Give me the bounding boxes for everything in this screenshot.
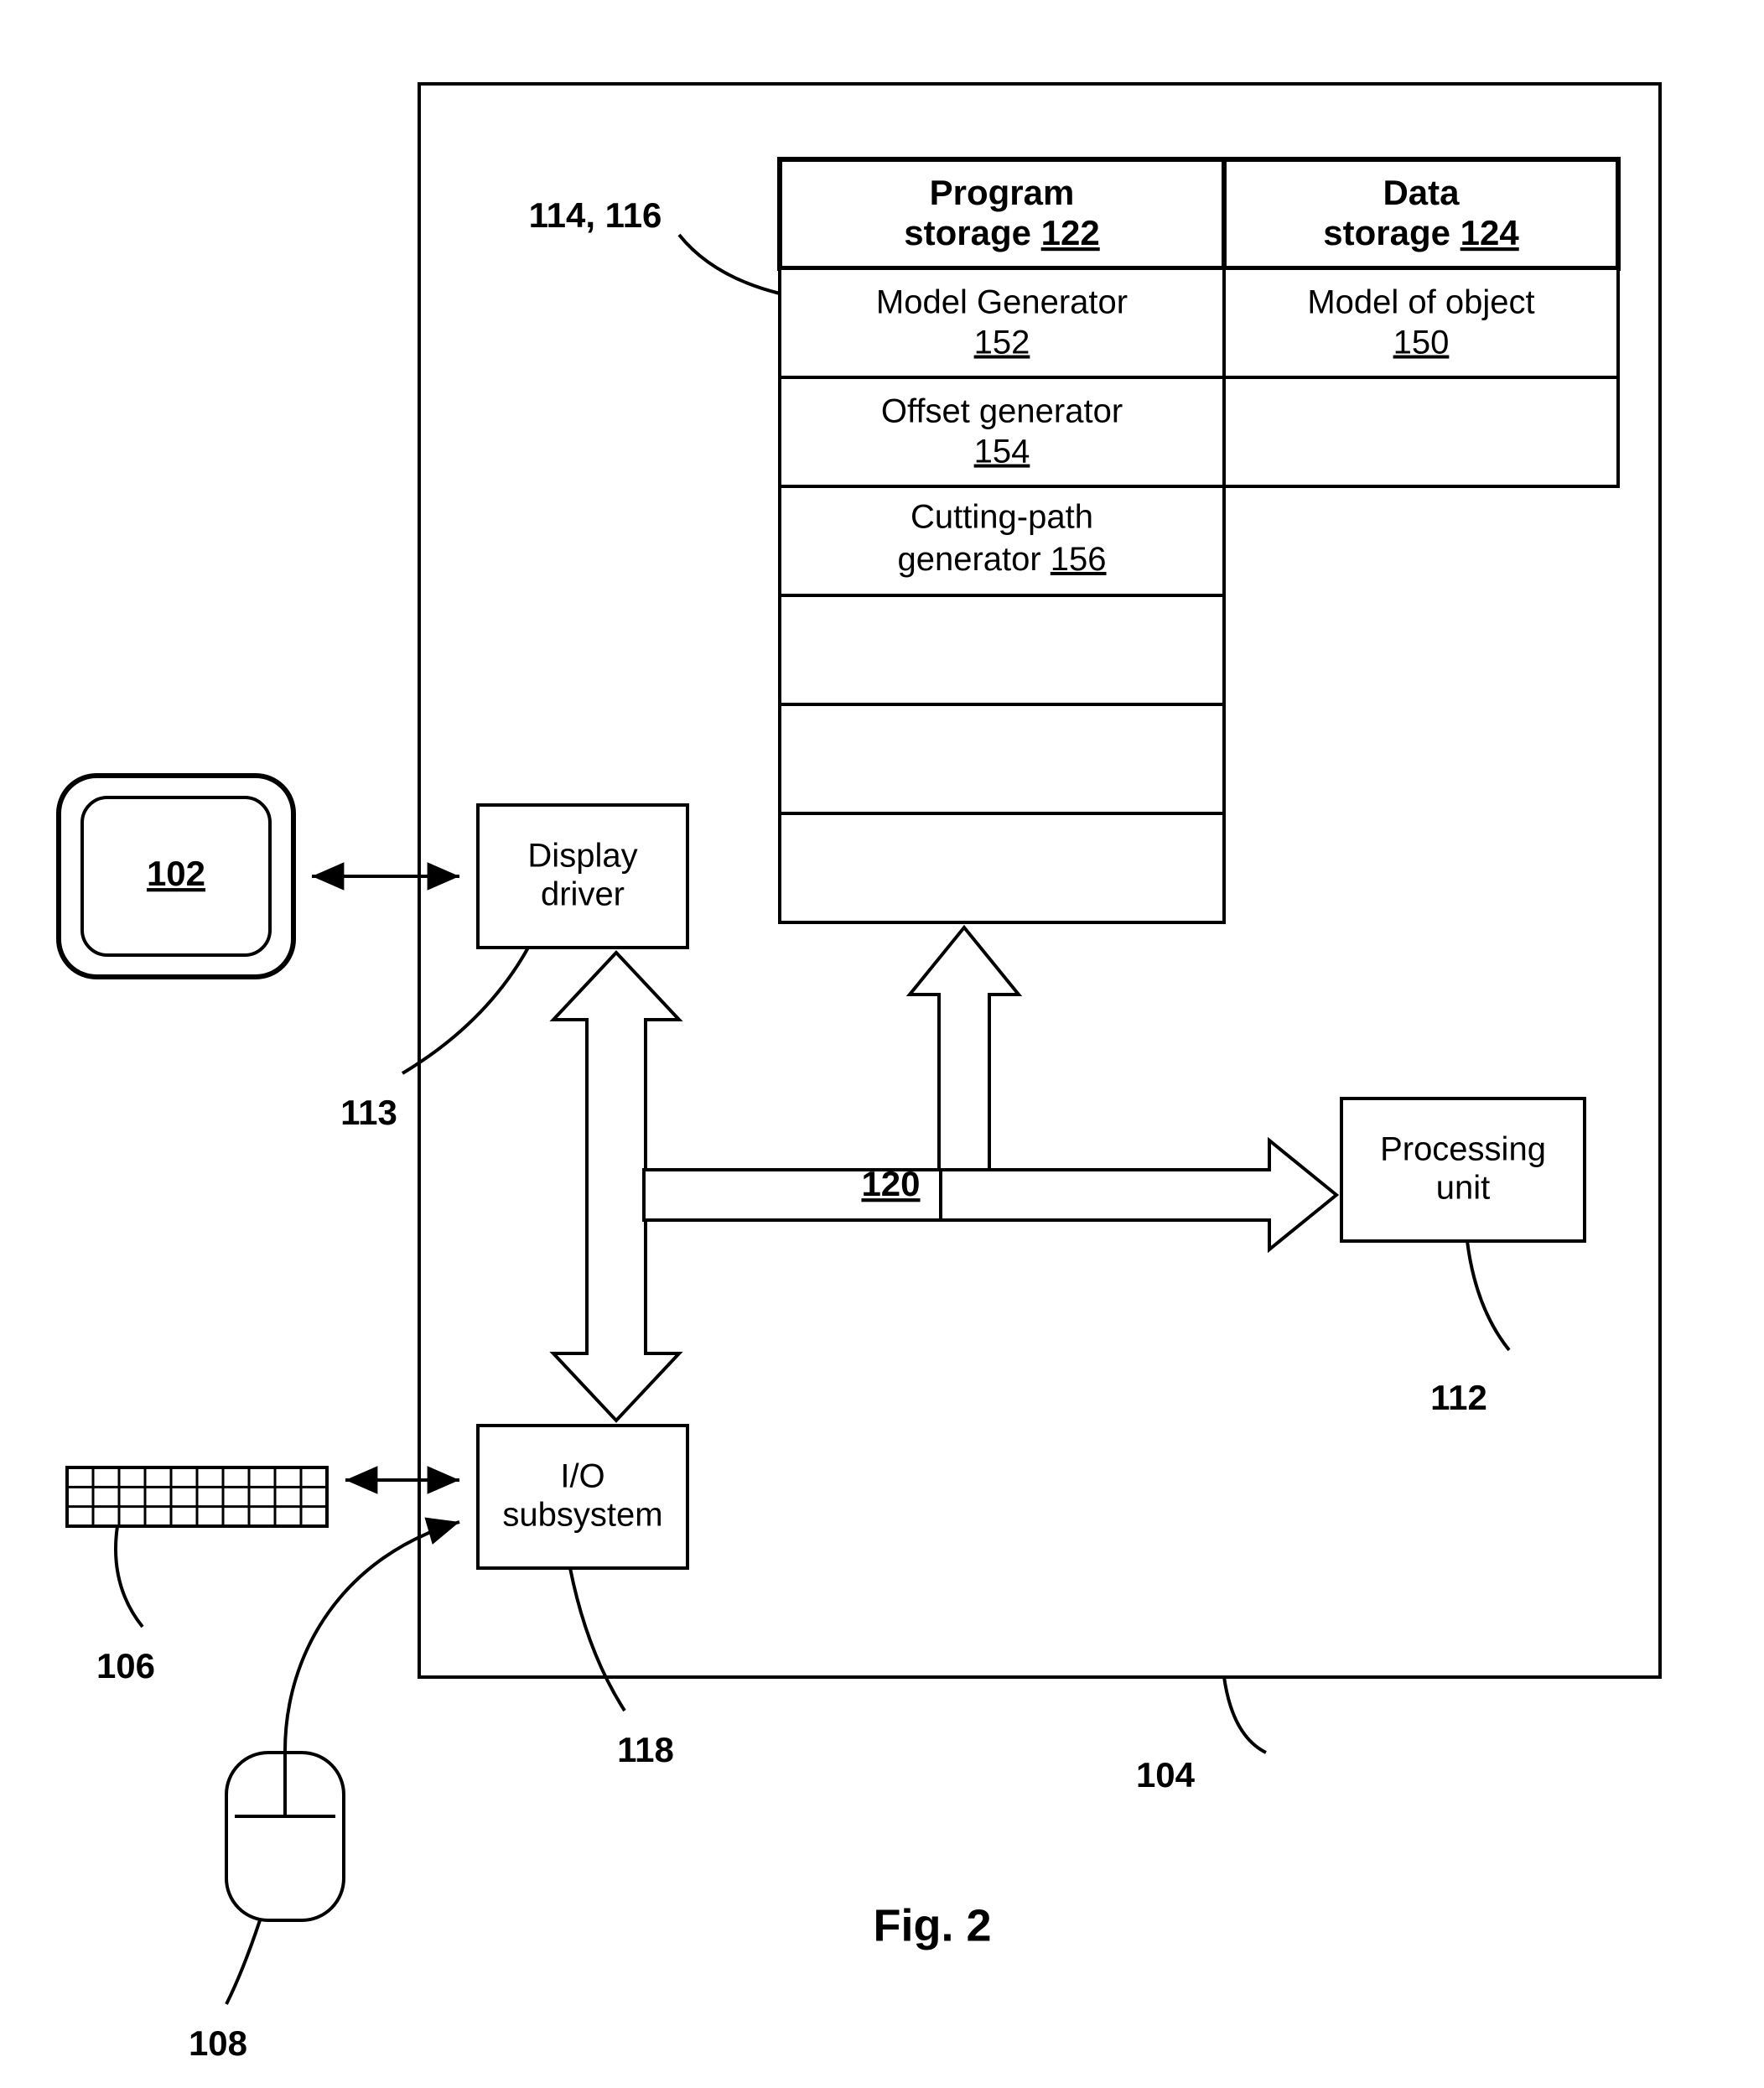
svg-text:120: 120	[861, 1164, 920, 1203]
svg-text:Processing: Processing	[1380, 1131, 1546, 1168]
svg-text:I/O: I/O	[560, 1458, 604, 1495]
svg-text:118: 118	[617, 1730, 674, 1769]
svg-text:Fig. 2: Fig. 2	[873, 1900, 991, 1950]
svg-text:Program: Program	[930, 173, 1075, 212]
svg-text:storage 124: storage 124	[1323, 213, 1519, 252]
svg-text:112: 112	[1430, 1378, 1487, 1417]
svg-text:generator 156: generator 156	[897, 541, 1106, 578]
svg-text:114, 116: 114, 116	[529, 195, 662, 235]
svg-text:Model Generator: Model Generator	[876, 284, 1128, 321]
svg-text:storage 122: storage 122	[904, 213, 1099, 252]
svg-text:Offset generator: Offset generator	[881, 393, 1123, 430]
svg-text:102: 102	[147, 854, 205, 893]
svg-text:113: 113	[340, 1093, 397, 1132]
svg-text:Data: Data	[1383, 173, 1460, 212]
svg-text:Display: Display	[527, 838, 637, 875]
figure-2-diagram: 104 Programstorage 122 Datastorage 124 Mode…	[0, 0, 1764, 2088]
svg-text:108: 108	[189, 2023, 247, 2063]
svg-text:subsystem: subsystem	[502, 1497, 662, 1534]
svg-text:driver: driver	[541, 876, 625, 913]
svg-text:154: 154	[974, 434, 1030, 470]
svg-text:Cutting-path: Cutting-path	[911, 499, 1093, 536]
svg-text:152: 152	[974, 325, 1030, 361]
svg-text:150: 150	[1393, 325, 1450, 361]
svg-text:106: 106	[96, 1646, 155, 1685]
svg-text:104: 104	[1136, 1755, 1196, 1795]
svg-text:unit: unit	[1436, 1170, 1491, 1207]
svg-text:Model of object: Model of object	[1307, 284, 1534, 321]
